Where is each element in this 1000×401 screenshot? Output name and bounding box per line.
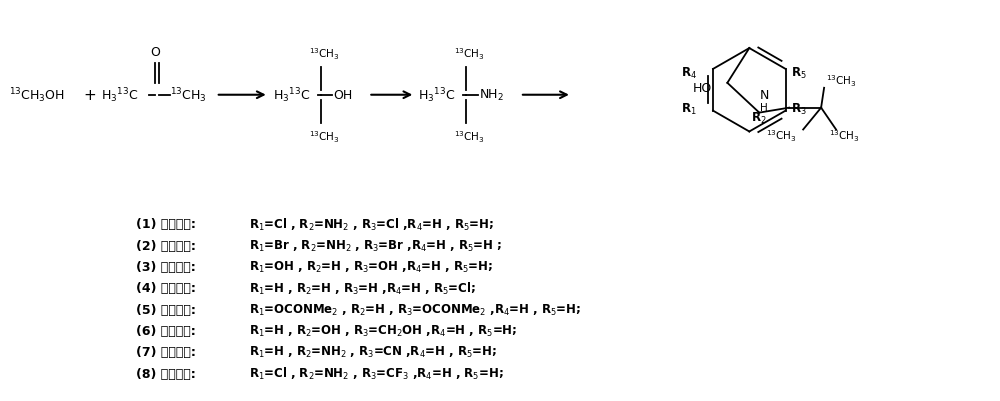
Text: H$_3$$^{13}$C: H$_3$$^{13}$C xyxy=(273,86,310,105)
Text: $^{13}$CH$_3$: $^{13}$CH$_3$ xyxy=(170,86,207,105)
Text: (1) 克伦特罗:: (1) 克伦特罗: xyxy=(136,218,196,231)
Text: $^{13}$CH$_3$: $^{13}$CH$_3$ xyxy=(766,128,797,144)
Text: $^{13}$CH$_3$: $^{13}$CH$_3$ xyxy=(826,73,857,88)
Text: R$_1$=H , R$_2$=H , R$_3$=H ,R$_4$=H , R$_5$=Cl;: R$_1$=H , R$_2$=H , R$_3$=H ,R$_4$=H , R… xyxy=(249,280,476,296)
Text: $^{13}$CH$_3$OH: $^{13}$CH$_3$OH xyxy=(9,86,65,105)
Text: R$_1$=H , R$_2$=OH , R$_3$=CH$_2$OH ,R$_4$=H , R$_5$=H;: R$_1$=H , R$_2$=OH , R$_3$=CH$_2$OH ,R$_… xyxy=(249,323,517,338)
Text: $^{13}$CH$_3$: $^{13}$CH$_3$ xyxy=(454,129,485,145)
Text: (6) 沙丁胺醇:: (6) 沙丁胺醇: xyxy=(136,324,196,337)
Text: R$_1$=Br , R$_2$=NH$_2$ , R$_3$=Br ,R$_4$=H , R$_5$=H ;: R$_1$=Br , R$_2$=NH$_2$ , R$_3$=Br ,R$_4… xyxy=(249,238,502,253)
Text: (4) 妥布特罗:: (4) 妥布特罗: xyxy=(136,282,196,295)
Text: N: N xyxy=(760,89,769,102)
Text: HO: HO xyxy=(692,82,712,95)
Text: R$_1$=Cl , R$_2$=NH$_2$ , R$_3$=Cl ,R$_4$=H , R$_5$=H;: R$_1$=Cl , R$_2$=NH$_2$ , R$_3$=Cl ,R$_4… xyxy=(249,216,494,232)
Text: R$_1$: R$_1$ xyxy=(681,102,697,117)
Text: R$_1$=OCONMe$_2$ , R$_2$=H , R$_3$=OCONMe$_2$ ,R$_4$=H , R$_5$=H;: R$_1$=OCONMe$_2$ , R$_2$=H , R$_3$=OCONM… xyxy=(249,302,581,317)
Text: (8) 马布特罗:: (8) 马布特罗: xyxy=(136,367,196,380)
Text: H: H xyxy=(760,102,768,112)
Text: (5) 班布特罗:: (5) 班布特罗: xyxy=(136,303,196,316)
Text: R$_1$=H , R$_2$=NH$_2$ , R$_3$=CN ,R$_4$=H , R$_5$=H;: R$_1$=H , R$_2$=NH$_2$ , R$_3$=CN ,R$_4$… xyxy=(249,344,497,360)
Text: $^{13}$CH$_3$: $^{13}$CH$_3$ xyxy=(309,46,339,62)
Text: H$_3$$^{13}$C: H$_3$$^{13}$C xyxy=(418,86,455,105)
Text: R$_5$: R$_5$ xyxy=(791,66,806,81)
Text: H$_3$$^{13}$C: H$_3$$^{13}$C xyxy=(101,86,138,105)
Text: $^{13}$CH$_3$: $^{13}$CH$_3$ xyxy=(309,129,339,145)
Text: $^{13}$CH$_3$: $^{13}$CH$_3$ xyxy=(829,128,860,144)
Text: (2) 溴布特罗:: (2) 溴布特罗: xyxy=(136,239,196,252)
Text: O: O xyxy=(150,45,160,59)
Text: $^{13}$CH$_3$: $^{13}$CH$_3$ xyxy=(454,46,485,62)
Text: R$_3$: R$_3$ xyxy=(791,102,806,117)
Text: R$_2$: R$_2$ xyxy=(751,111,767,126)
Text: (7) 西布特罗:: (7) 西布特罗: xyxy=(136,346,196,358)
Text: R$_4$: R$_4$ xyxy=(681,66,697,81)
Text: (3) 特布他林:: (3) 特布他林: xyxy=(136,260,196,273)
Text: OH: OH xyxy=(333,89,353,102)
Text: R$_1$=Cl , R$_2$=NH$_2$ , R$_3$=CF$_3$ ,R$_4$=H , R$_5$=H;: R$_1$=Cl , R$_2$=NH$_2$ , R$_3$=CF$_3$ ,… xyxy=(249,365,503,381)
Text: NH$_2$: NH$_2$ xyxy=(479,88,504,103)
Text: +: + xyxy=(83,88,96,103)
Text: R$_1$=OH , R$_2$=H , R$_3$=OH ,R$_4$=H , R$_5$=H;: R$_1$=OH , R$_2$=H , R$_3$=OH ,R$_4$=H ,… xyxy=(249,259,493,274)
